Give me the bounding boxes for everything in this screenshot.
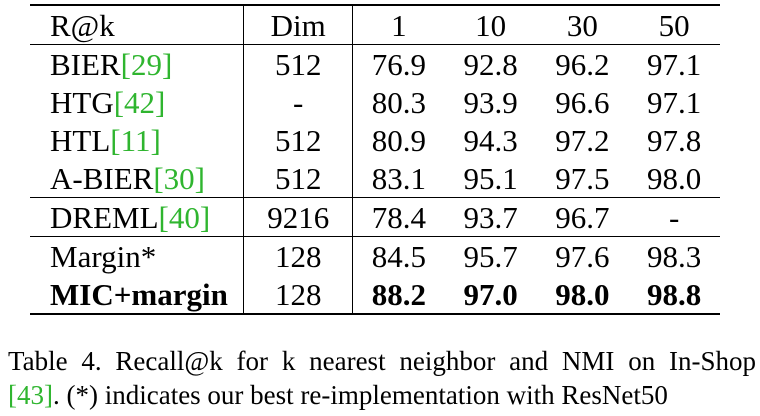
method-name: Margin* bbox=[50, 238, 157, 274]
recall-value-cell: 97.1 bbox=[628, 44, 720, 83]
table-row: HTL[11] 512 80.9 94.3 97.2 97.8 bbox=[30, 121, 720, 159]
caption-line-2-text: . (*) indicates our best re-implementati… bbox=[52, 380, 668, 410]
citation-link[interactable]: [30] bbox=[153, 160, 205, 196]
recall-value-cell: 95.7 bbox=[444, 236, 537, 275]
recall-value-cell: 83.1 bbox=[371, 160, 427, 196]
recall-value-cell: 97.2 bbox=[555, 122, 610, 158]
table-row: DREML[40] 9216 78.4 93.7 96.7- bbox=[30, 197, 720, 237]
header-k50: 50 bbox=[628, 4, 720, 45]
table-header-row: R@k Dim 1 10 30 50 bbox=[30, 4, 720, 45]
recall-value-cell: 98.8 bbox=[628, 275, 720, 315]
table-row: HTG[42] -80.3 93.9 96.6 97.1 bbox=[30, 83, 720, 121]
dim-cell: 128 bbox=[243, 275, 354, 315]
method-cell: HTL[11] bbox=[30, 121, 245, 159]
results-table: R@k Dim 1 10 30 50 BIER[29] 512 76.9 92.8 96… bbox=[30, 4, 720, 315]
citation-link[interactable]: [11] bbox=[110, 122, 161, 158]
dim-cell: - bbox=[243, 83, 354, 121]
caption-citation-link[interactable]: [43] bbox=[8, 380, 53, 410]
recall-value-cell: 98.0 bbox=[646, 160, 702, 196]
recall-value-cell: - bbox=[628, 197, 720, 237]
results-table-container: R@k Dim 1 10 30 50 BIER[29] 512 76.9 92.8 96… bbox=[30, 4, 720, 315]
method-name: A-BIER bbox=[50, 160, 154, 196]
recall-value-cell: 98.0 bbox=[536, 275, 629, 315]
table-row: BIER[29] 512 76.9 92.8 96.2 97.1 bbox=[30, 44, 720, 83]
header-k30: 30 bbox=[536, 4, 629, 45]
recall-value-cell: 94.3 bbox=[463, 122, 518, 158]
method-cell: A-BIER[30] bbox=[30, 159, 245, 198]
recall-value-cell: 88.2 bbox=[352, 275, 445, 315]
table-row: MIC+margin 128 88.2 97.0 98.0 98.8 bbox=[30, 275, 720, 315]
header-k10: 10 bbox=[444, 4, 537, 45]
recall-value-cell: 96.2 bbox=[536, 44, 629, 83]
dim-cell: 9216 bbox=[243, 197, 354, 237]
caption-line-1: Table 4. Recall@k for k nearest neighbor… bbox=[8, 346, 756, 376]
recall-value-cell: 97.1 bbox=[646, 84, 702, 120]
recall-value-cell: 76.9 bbox=[352, 44, 445, 83]
recall-value-cell: 78.4 bbox=[352, 197, 445, 237]
dim-cell: 128 bbox=[243, 236, 354, 275]
method-name: HTG bbox=[50, 84, 114, 120]
method-cell: DREML[40] bbox=[30, 197, 245, 237]
citation-link[interactable]: [29] bbox=[120, 46, 173, 82]
header-k1: 1 bbox=[352, 4, 445, 45]
dim-cell: 512 bbox=[243, 159, 354, 198]
recall-value-cell: 96.6 bbox=[555, 84, 610, 120]
recall-value-cell: 84.5 bbox=[352, 236, 445, 275]
recall-value-cell: 80.3 bbox=[371, 84, 427, 120]
method-name: DREML bbox=[50, 199, 159, 235]
method-cell: Margin* bbox=[30, 236, 245, 275]
recall-value-cell: 98.3 bbox=[628, 236, 720, 275]
method-name: HTL bbox=[50, 122, 111, 158]
method-cell: HTG[42] bbox=[30, 83, 245, 121]
citation-link[interactable]: [40] bbox=[158, 199, 211, 235]
table-body: BIER[29] 512 76.9 92.8 96.2 97.1 HTG[42] -80.3 9… bbox=[30, 44, 720, 315]
header-rk: R@k bbox=[30, 4, 245, 45]
table-row: A-BIER[30] 512 83.1 95.1 97.5 98.0 bbox=[30, 159, 720, 198]
recall-value-cell: 93.7 bbox=[444, 197, 537, 237]
recall-value-cell: 93.9 bbox=[463, 84, 518, 120]
dim-cell: 512 bbox=[243, 44, 354, 83]
method-name: MIC+margin bbox=[50, 276, 228, 312]
recall-value-cell: 97.6 bbox=[536, 236, 629, 275]
method-cell: MIC+margin bbox=[30, 275, 245, 315]
table-row: Margin* 128 84.5 95.7 97.6 98.3 bbox=[30, 236, 720, 275]
recall-value-cell: 97.5 bbox=[555, 160, 610, 196]
recall-value-cell: 95.1 bbox=[463, 160, 518, 196]
recall-value-cell: 97.0 bbox=[444, 275, 537, 315]
recall-value-cell: 97.8 bbox=[646, 122, 702, 158]
recall-value-cell: 92.8 bbox=[444, 44, 537, 83]
citation-link[interactable]: [42] bbox=[113, 84, 166, 120]
recall-value-cell: 80.9 bbox=[371, 122, 427, 158]
recall-value-cell: 96.7 bbox=[536, 197, 629, 237]
header-dim: Dim bbox=[243, 4, 354, 45]
method-cell: BIER[29] bbox=[30, 44, 245, 83]
table-caption: Table 4. Recall@k for k nearest neighbor… bbox=[8, 344, 756, 412]
caption-line-2: [43]. (*) indicates our best re-implemen… bbox=[8, 378, 756, 412]
dim-cell: 512 bbox=[243, 121, 354, 159]
method-name: BIER bbox=[50, 46, 121, 82]
